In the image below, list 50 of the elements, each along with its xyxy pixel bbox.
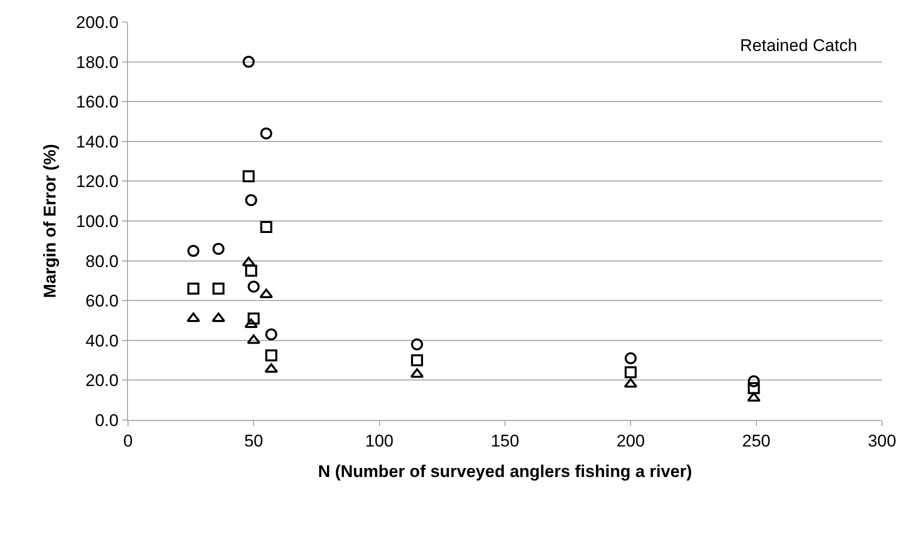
- point: [248, 280, 260, 293]
- y-tick-label: 180.0: [76, 52, 119, 72]
- y-tick-label: 20.0: [86, 371, 119, 390]
- x-tick-label: 100: [365, 431, 394, 450]
- y-tick-label: 40.0: [86, 331, 119, 350]
- point: [748, 382, 760, 394]
- point: [624, 366, 637, 378]
- y-axis-title: Margin of Error (%): [40, 144, 60, 298]
- point: [248, 312, 260, 325]
- x-tick-label: 250: [742, 431, 771, 450]
- x-tick-label: 50: [244, 431, 264, 450]
- point: [624, 378, 638, 388]
- annotation: Retained Catch: [740, 36, 858, 55]
- x-tick-label: 200: [616, 431, 645, 450]
- point: [187, 282, 200, 295]
- point: [245, 264, 258, 277]
- point: [265, 349, 278, 362]
- y-tick-label: 140.0: [76, 132, 119, 152]
- y-tick-label: 120.0: [76, 172, 119, 192]
- point: [246, 334, 260, 344]
- point: [186, 312, 200, 322]
- point: [265, 328, 278, 340]
- point: [242, 56, 255, 68]
- point: [259, 288, 273, 298]
- y-tick-label: 200.0: [76, 12, 119, 32]
- x-tick-label: 150: [490, 431, 520, 450]
- point: [212, 242, 224, 255]
- y-tick-label: 80.0: [86, 252, 119, 271]
- point: [245, 194, 258, 206]
- point: [748, 375, 760, 388]
- point: [747, 392, 761, 402]
- y-tick-label: 160.0: [76, 92, 119, 112]
- y-tick-label: 0.0: [94, 410, 119, 430]
- point: [242, 256, 256, 266]
- y-tick-label: 60.0: [86, 292, 119, 311]
- x-tick-label: 0: [123, 431, 133, 450]
- point: [212, 312, 226, 322]
- point: [244, 318, 258, 328]
- x-tick-label: 300: [868, 431, 896, 450]
- point: [260, 127, 272, 140]
- point: [212, 282, 224, 295]
- x-axis-title: N (Number of surveyed anglers fishing a river): [318, 462, 692, 481]
- point: [410, 368, 424, 378]
- point: [260, 220, 272, 233]
- point: [187, 244, 200, 257]
- y-tick-label: 100.0: [76, 212, 119, 231]
- point: [242, 170, 255, 182]
- point: [624, 352, 637, 364]
- point: [411, 354, 424, 366]
- point: [411, 338, 424, 350]
